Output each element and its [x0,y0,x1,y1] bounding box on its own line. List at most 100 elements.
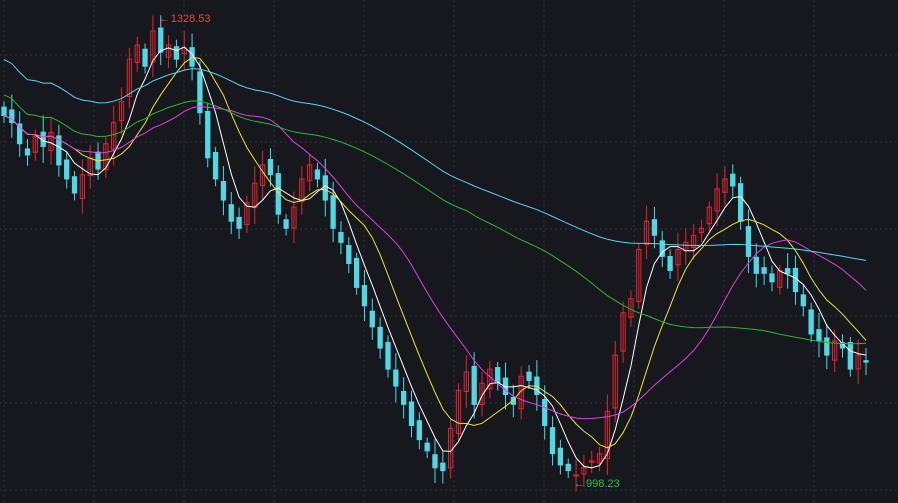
candle-up [291,206,297,229]
candle-up [714,188,720,212]
candle-down [338,231,344,243]
candle-down [353,257,360,288]
candle-up [596,453,603,464]
candle-down [314,169,321,180]
candle-up [604,410,611,460]
candle-down [753,256,759,274]
candle-up [252,182,258,209]
candle-down [737,183,744,222]
candle-down [542,398,548,427]
candle-down [659,240,665,257]
candle-up [32,136,39,153]
candle-up [831,340,838,361]
candle-down [205,110,211,159]
candle-up [722,178,728,193]
left-arrow-icon: ← [158,12,170,25]
candle-down [197,71,203,114]
candle-down [471,365,477,405]
candle-down [526,371,532,381]
candle-down [863,360,869,363]
candle-up [306,164,313,182]
candle-down [502,377,509,396]
candle-up [706,206,712,225]
candle-down [495,367,501,384]
candle-down [800,294,806,307]
candle-up [636,248,642,303]
candle-up [118,100,125,122]
candle-down [432,454,438,469]
candle-down [385,341,391,370]
candle-up [111,122,117,150]
candle-up [855,354,861,370]
candle-down [71,176,78,194]
candle-down [369,310,375,328]
candle-down [510,396,517,405]
candle-down [17,123,23,145]
candle-down [416,420,422,441]
candle-down [377,326,383,349]
candle-down [769,273,775,283]
candle-up [479,382,485,406]
ma-line-ma10 [3,56,867,449]
candle-down [549,427,556,455]
candle-down [322,175,328,201]
candle-up [165,44,172,58]
candle-down [408,401,415,427]
candle-up [79,174,86,199]
ma-line-ma60 [3,94,867,345]
high-price-annotation: ←1328.53 [159,13,211,25]
candle-up [455,389,462,435]
candle-down [440,462,446,472]
candle-down [761,267,767,274]
high-price-label: 1328.53 [170,12,211,25]
candle-up [573,474,579,477]
candle-up [589,460,595,463]
candle-down [667,256,673,272]
candle-down [784,268,791,274]
candle-up [463,371,470,393]
candle-down [283,219,289,229]
moving-average-lines [3,46,867,469]
candle-down [730,173,736,187]
candle-up [134,44,140,63]
candle-down [346,245,352,264]
candle-down [24,148,31,156]
candle-down [565,463,571,472]
candle-down [228,204,234,222]
candle-down [792,267,799,293]
candle-up [103,143,109,171]
candle-down [9,109,15,124]
candle-down [267,158,274,176]
candle-down [212,152,219,180]
candle-down [745,226,752,257]
candle-down [158,27,164,53]
candle-down [56,135,62,166]
candle-down [361,285,368,307]
candle-down [220,181,227,201]
candle-down [400,390,407,405]
candle-up [126,58,133,97]
candle-down [816,329,822,342]
candle-up [299,178,305,203]
candle-up [48,131,54,151]
candle-up [581,467,587,475]
candle-up [87,157,93,177]
ma-line-ma120 [3,59,867,261]
low-price-label: 998.23 [586,478,620,491]
candle-down [847,341,853,370]
candle-up [698,227,705,234]
candle-down [824,337,830,356]
candle-down [424,442,430,452]
candle-down [651,219,658,236]
ma-line-ma5 [3,46,867,469]
candle-down [1,106,7,117]
candle-down [557,447,564,466]
candle-down [393,369,399,387]
candle-up [612,354,618,409]
candle-down [330,195,336,229]
candle-down [142,48,148,67]
candle-down [808,309,814,335]
low-price-annotation: ←998.23 [574,478,620,490]
